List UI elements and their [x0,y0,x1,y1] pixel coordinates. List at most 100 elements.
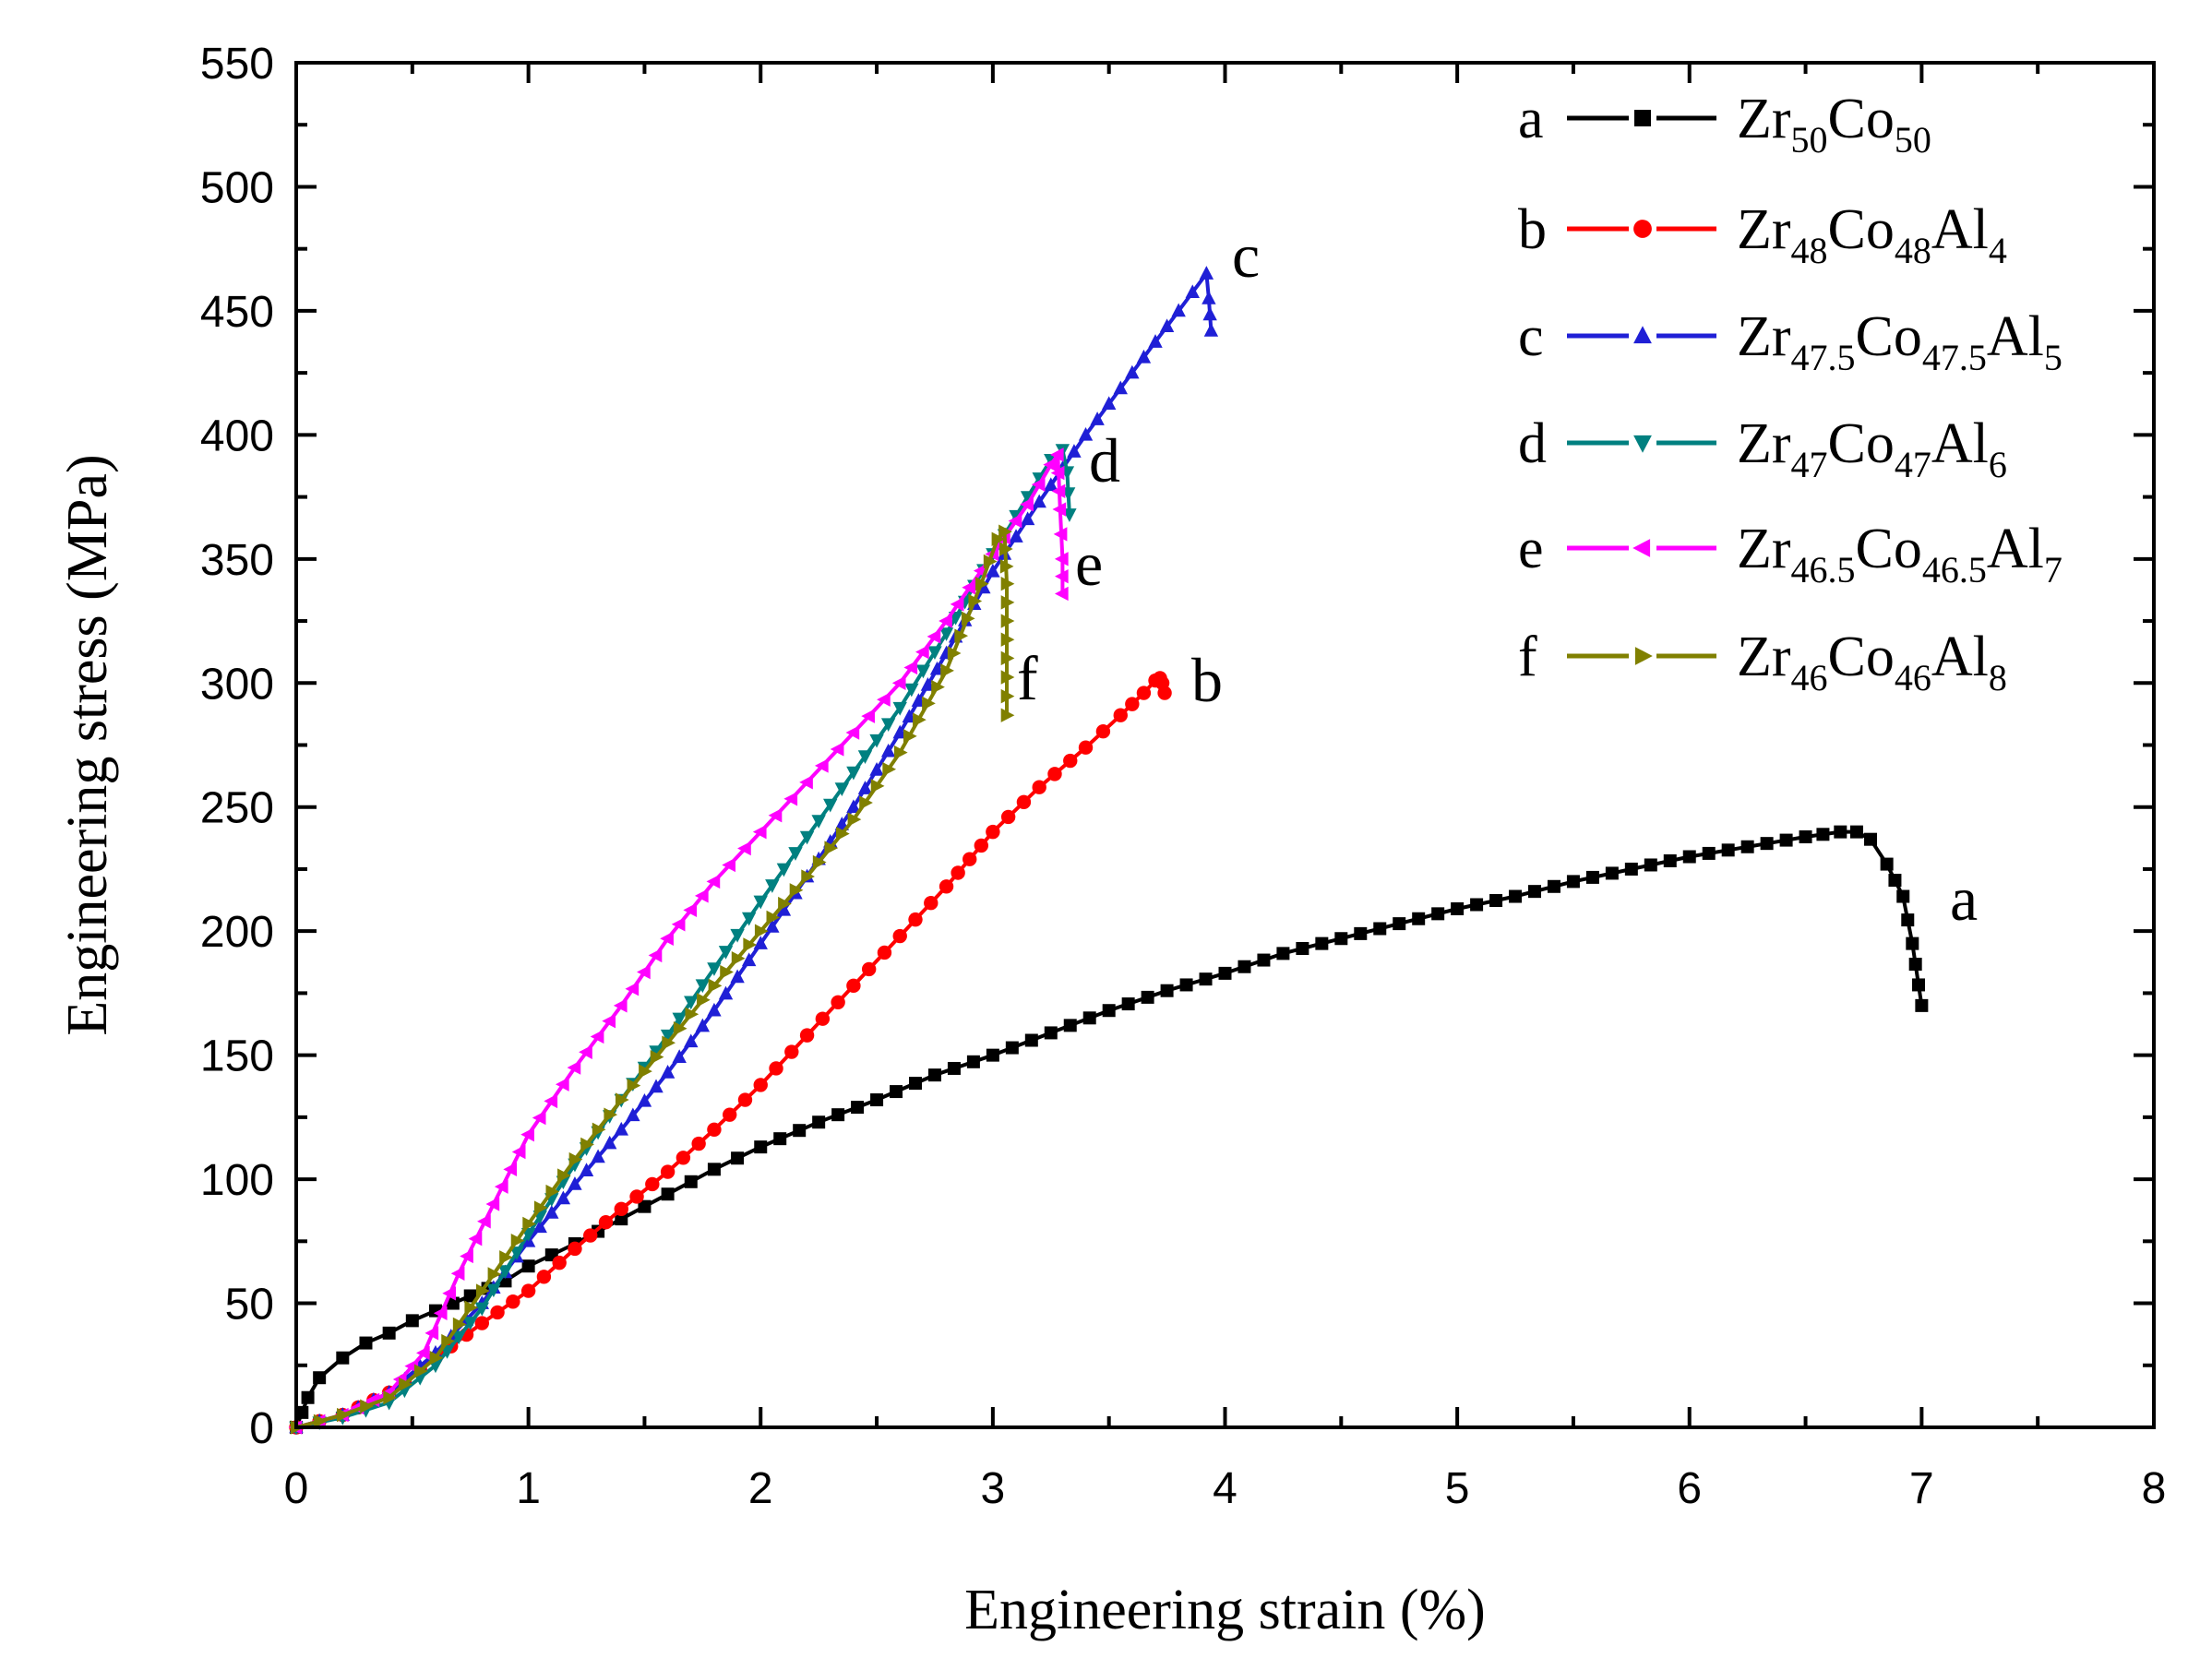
series-f-point [931,679,945,695]
series-c-point [753,936,768,949]
legend-entry-b: b Zr48Co48Al4 [1518,198,2007,271]
series-f-point [441,1333,455,1349]
legend-entry-f: f Zr46Co46Al8 [1518,626,2007,698]
series-e-point [460,1248,473,1264]
series-f-point [1000,670,1015,685]
series-f-point [766,910,781,925]
series-f-point [947,646,962,661]
series-d-point [684,996,699,1010]
y-tick-label: 550 [200,40,274,89]
series-e-point [590,1029,604,1044]
series-c-point [532,1219,547,1234]
series-b-point [1136,686,1152,700]
series-a-point [1644,858,1657,872]
series-a-point [1296,942,1309,956]
series-f-point [533,1200,548,1215]
series-e-point [625,982,640,996]
series-e-point [1051,483,1066,499]
series-b-point [924,896,939,911]
series-e-point [520,1127,534,1142]
series-b-point [568,1241,582,1257]
series-d-point [649,1045,664,1060]
series-f-point [429,1351,444,1366]
series-b-point [951,865,965,880]
series-e-point [799,775,813,790]
series-e-point [555,1077,569,1091]
legend-key: c [1518,305,1544,368]
series-c-point [765,919,780,933]
series-a-point [1082,1011,1096,1025]
legend-key: b [1518,198,1547,261]
series-f-point [487,1267,502,1282]
series-f-point [882,762,897,777]
series-f-point [313,1414,328,1428]
series-b-point [861,961,877,977]
series-e-point [494,1179,508,1194]
series-c-point [846,799,861,814]
series-a-point [1005,1041,1019,1055]
series-d-point [869,734,884,748]
series-e-point [1054,568,1069,584]
series-f-point [998,542,1013,556]
series-f-point [983,554,998,569]
series-e-point [477,1214,491,1229]
legend-key: e [1518,518,1544,580]
series-c-point [1020,511,1035,526]
y-tick-label: 500 [200,163,274,212]
y-tick-label: 50 [225,1281,274,1330]
x-axis-title: Engineering strain (%) [964,1579,1486,1641]
y-tick-label: 400 [200,412,274,460]
curve-label-e: e [1075,529,1103,599]
series-b-point [660,1164,676,1179]
series-c-point [986,563,1000,578]
series-b-point [753,1078,768,1092]
y-tick-label: 300 [200,660,274,709]
series-f-point [922,696,936,711]
series-a-point [1896,889,1910,903]
series-f-point [639,1064,652,1079]
series-c-point [684,1033,699,1048]
series-f-point [1000,614,1015,628]
series-e-point [415,1345,430,1361]
series-e-point [1053,527,1068,542]
series-c-point [857,781,873,794]
series-f-point [999,559,1014,574]
legend-label: Zr47.5Co47.5Al5 [1737,305,2063,378]
series-d-point [474,1302,489,1317]
series-c-point [880,743,896,757]
series-f-point [627,1078,641,1093]
series-a-point [1218,966,1232,980]
series-d-point [1020,491,1035,505]
series-c-point [730,969,745,984]
series-e-point [503,1162,518,1177]
series-a-point [1799,829,1812,843]
series-e-point [950,597,964,612]
series-b-point [506,1294,520,1309]
series-a-point [1682,850,1696,864]
series-e-point [1008,513,1022,529]
legend-marker [1633,220,1652,238]
series-a-point [1721,843,1735,857]
series-b-point [520,1283,536,1298]
series-d-point [788,847,803,861]
series-a-point [684,1175,698,1188]
series-c-point [1202,291,1216,304]
series-f-point [893,745,908,760]
series-e-point [532,1110,546,1126]
series-d-point [753,895,768,910]
series-a-point [521,1259,535,1273]
series-d-point [880,718,896,733]
series-a-point [1044,1026,1058,1040]
series-c-point [869,761,884,776]
series-f-point [801,869,815,884]
series-a-point [731,1151,745,1165]
series-f-point [870,779,885,793]
series-a-point [1431,907,1445,921]
series-a-point [1063,1019,1077,1032]
series-e-point [1049,447,1064,462]
series-c-point [1203,323,1219,337]
series-f-point [499,1250,513,1265]
series-e [288,447,1069,1435]
legend-label: Zr47Co47Al6 [1737,412,2007,485]
series-a-point [890,1085,903,1099]
